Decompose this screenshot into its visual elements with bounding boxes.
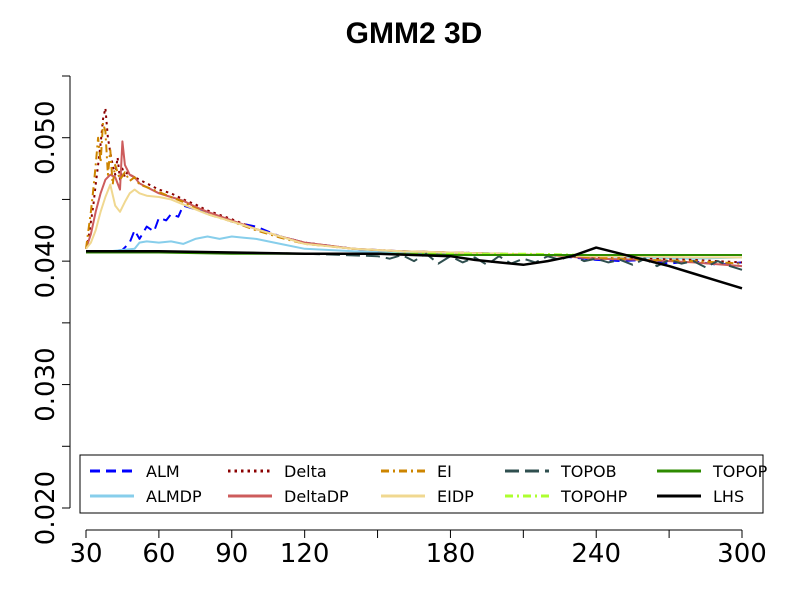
legend-label-ei: EI [437,462,452,481]
x-tick-label: 120 [280,539,330,569]
series-layer [85,107,743,290]
legend-label-delta: Delta [284,462,327,481]
series-line-deltadp [85,140,743,268]
legend-box [79,454,764,514]
x-tick-label: 30 [69,539,102,569]
legend-label-topop: TOPOP [712,462,768,481]
x-tick-label: 60 [142,539,175,569]
legend-label-alm: ALM [146,462,180,481]
legend-label-eidp: EIDP [437,487,474,506]
legend-label-deltadp: DeltaDP [284,487,349,506]
axes: 30 60 90 120 180 240 300 0.020 0.030 0.040 0.050 [31,75,767,569]
legend-label-topob: TOPOB [560,462,617,481]
series-line-delta [85,107,743,264]
legend-label-lhs: LHS [713,487,744,506]
y-tick-label: 0.030 [31,347,61,421]
x-tick-label: 300 [717,539,767,569]
legend: ALM ALMDP Delta DeltaDP EI EIDP TOPOB TOPOHP TOP… [79,454,768,514]
x-tick-label: 180 [426,539,476,569]
y-tick-label: 0.050 [31,100,61,174]
x-tick-label: 240 [571,539,621,569]
legend-label-topohp: TOPOHP [560,487,628,506]
series-line-lhs [86,246,743,290]
y-tick-label: 0.020 [31,471,61,545]
chart-title: GMM2 3D [346,17,483,50]
y-tick-label: 0.040 [31,224,61,298]
legend-label-almdp: ALMDP [146,487,202,506]
series-line-eidp [85,183,742,259]
x-tick-label: 90 [215,539,248,569]
